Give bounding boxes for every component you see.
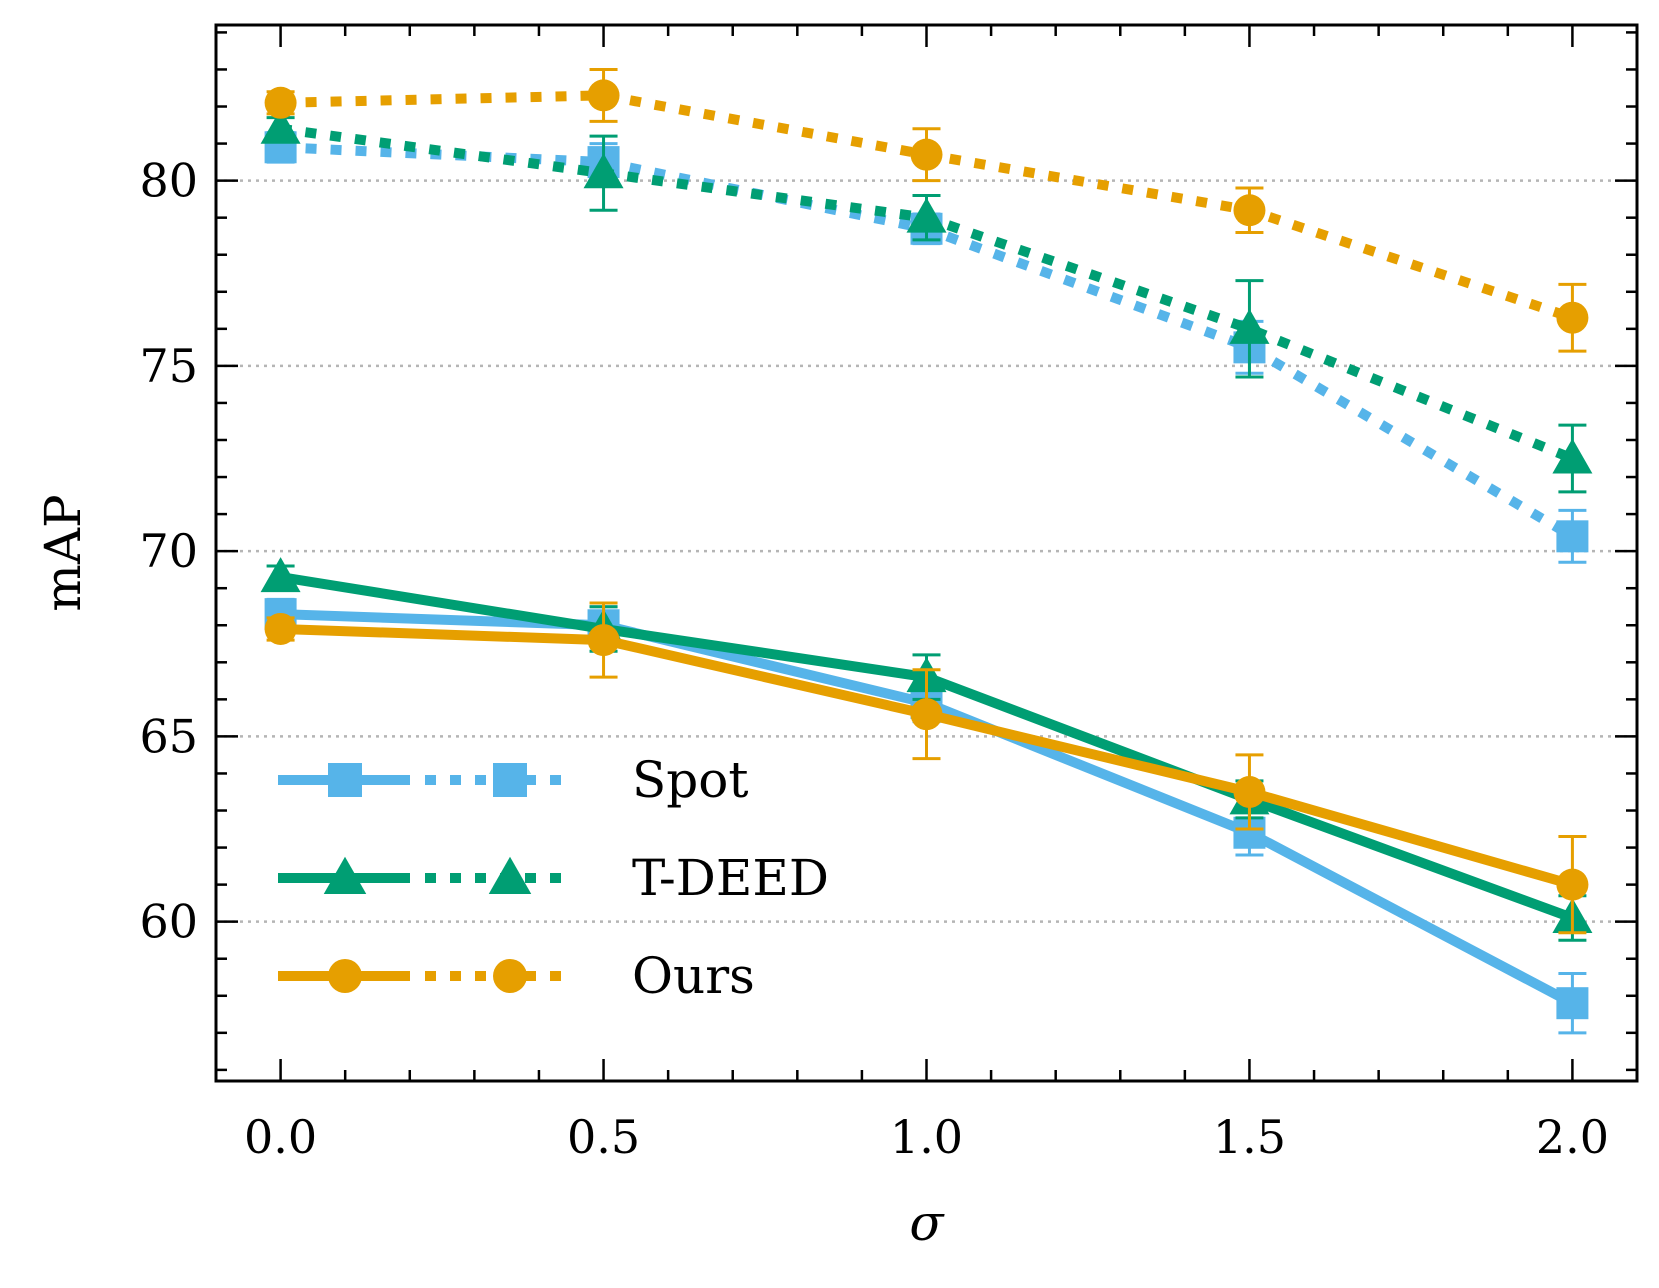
y-tick-label: 70 xyxy=(139,524,198,578)
data-point xyxy=(1229,308,1270,344)
x-tick-label: 1.0 xyxy=(890,1110,963,1164)
legend-marker xyxy=(488,856,532,894)
data-point xyxy=(583,153,624,189)
y-tick-label: 60 xyxy=(139,895,198,949)
legend-marker xyxy=(493,959,527,993)
series-layer xyxy=(260,67,1593,1035)
data-point xyxy=(1233,194,1266,227)
data-point xyxy=(1556,520,1589,553)
legend-item-t-deed: T-DEED xyxy=(278,849,829,907)
series-ours-dotted xyxy=(264,67,1589,353)
legend-label: T-DEED xyxy=(632,849,829,907)
legend: Spot T-DEED Ours xyxy=(278,751,829,1005)
data-point xyxy=(264,86,297,119)
y-tick-label: 75 xyxy=(139,339,198,393)
x-tick-label: 2.0 xyxy=(1536,1110,1609,1164)
x-axis-label: σ xyxy=(909,1194,945,1252)
y-tick-label: 80 xyxy=(139,154,198,208)
legend-marker xyxy=(328,763,362,797)
data-point xyxy=(587,79,620,112)
ticks xyxy=(216,25,1637,1081)
legend-marker xyxy=(493,763,527,797)
data-point xyxy=(1233,775,1266,808)
y-tick-label: 65 xyxy=(139,709,198,763)
data-point xyxy=(260,108,301,144)
grid xyxy=(216,179,1637,923)
data-point xyxy=(260,557,301,593)
data-point xyxy=(906,197,947,233)
legend-label: Spot xyxy=(632,751,748,809)
data-point xyxy=(1556,301,1589,334)
data-point xyxy=(910,138,943,171)
plot-frame xyxy=(214,23,1639,1083)
x-tick-label: 0.0 xyxy=(244,1110,317,1164)
data-point xyxy=(264,612,297,645)
x-tick-label: 0.5 xyxy=(567,1110,640,1164)
legend-marker xyxy=(323,856,367,894)
y-axis-label: mAP xyxy=(34,494,92,611)
x-tick-label: 1.5 xyxy=(1213,1110,1286,1164)
legend-item-spot: Spot xyxy=(278,751,748,809)
legend-marker xyxy=(328,959,362,993)
data-point xyxy=(1556,868,1589,901)
legend-item-ours: Ours xyxy=(278,947,755,1005)
data-point xyxy=(587,624,620,657)
data-point xyxy=(1552,438,1593,474)
legend-label: Ours xyxy=(632,947,755,1005)
series-ours-solid xyxy=(264,601,1589,935)
series-t-deed-dotted xyxy=(260,108,1593,494)
tick-labels: 60 65 70 75 80 0.0 0.5 1.0 1.5 2.0 xyxy=(139,154,1609,1164)
data-point xyxy=(1556,987,1589,1020)
data-point xyxy=(910,698,943,731)
